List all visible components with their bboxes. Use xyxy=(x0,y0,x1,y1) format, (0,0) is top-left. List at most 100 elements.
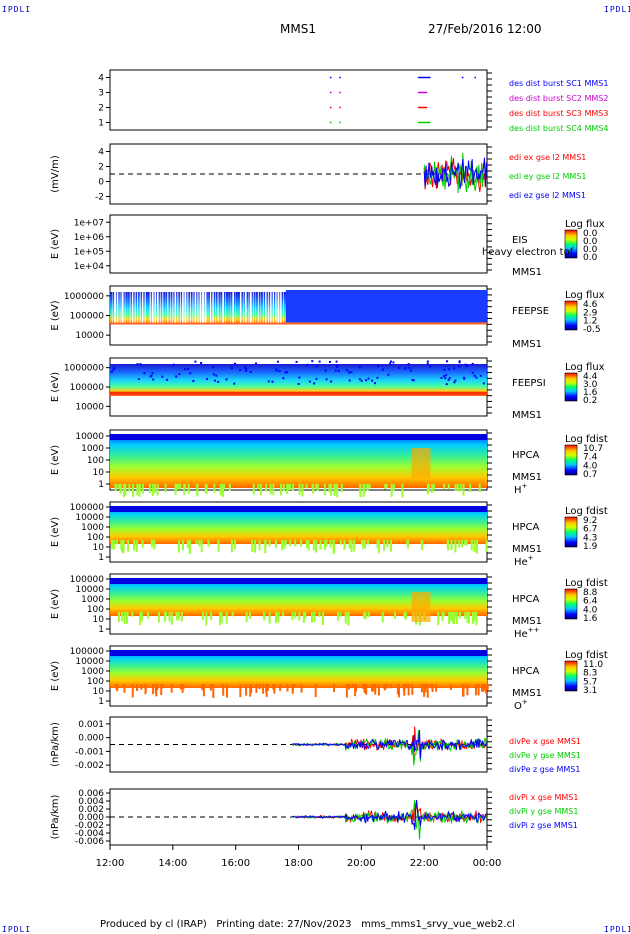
speckle xyxy=(311,360,314,363)
speckle xyxy=(458,361,461,364)
speckle xyxy=(343,540,346,549)
speckle xyxy=(315,365,318,368)
colorbar-tick-label: 4.3 xyxy=(583,533,597,543)
species-label: He++ xyxy=(514,626,540,640)
speckle xyxy=(475,376,478,379)
footer-file: mms_mms1_srvy_vue_web2.cl xyxy=(361,919,515,930)
speckle xyxy=(347,612,350,626)
speckle xyxy=(402,684,405,691)
speckle xyxy=(259,484,262,496)
speckle xyxy=(308,380,311,383)
ytick-label: 100 xyxy=(87,605,104,615)
speckle xyxy=(269,484,272,495)
speckle xyxy=(144,684,147,693)
speckle xyxy=(217,380,220,383)
legend-entry: divPe x gse MMS1 xyxy=(509,737,581,746)
colorbar xyxy=(564,229,578,259)
speckle xyxy=(464,612,467,619)
speckle xyxy=(377,684,380,696)
instrument-label: HPCA xyxy=(512,666,540,677)
speckle xyxy=(277,612,280,623)
speckle xyxy=(255,684,258,693)
speckle xyxy=(348,540,351,549)
species-charge: + xyxy=(522,698,528,706)
speckle xyxy=(177,540,180,553)
ytick-label: 100000 xyxy=(70,575,105,585)
speckle xyxy=(212,365,215,368)
colorbar-tick-label: 11.0 xyxy=(583,660,603,670)
speckle xyxy=(339,612,342,617)
corner-label-bottom-left: IPDLI xyxy=(2,925,32,934)
speckle xyxy=(288,484,291,490)
speckle xyxy=(441,612,444,622)
colorbar-title: Log fdist xyxy=(565,650,608,661)
species-charge: + xyxy=(522,482,528,490)
colorbar-tick-label: 6.4 xyxy=(583,597,598,607)
speckle xyxy=(281,540,284,551)
speckle xyxy=(468,612,471,624)
speckle xyxy=(348,379,351,382)
speckle xyxy=(362,484,365,497)
speckle xyxy=(239,684,242,698)
ytick-label: -0.002 xyxy=(75,761,104,771)
speckle xyxy=(345,684,348,698)
speckle xyxy=(151,372,154,375)
speckle xyxy=(186,540,189,548)
speckle xyxy=(163,612,166,622)
instrument-label: FEEPSI xyxy=(512,378,546,389)
speckle xyxy=(315,484,318,490)
xtick-label: 14:00 xyxy=(158,858,187,869)
speckle xyxy=(471,362,474,365)
speckle xyxy=(459,484,462,491)
species-label: O+ xyxy=(514,698,528,712)
speckle xyxy=(405,684,408,689)
speckle xyxy=(298,484,301,495)
speckle xyxy=(473,540,476,553)
speckle xyxy=(305,484,308,489)
speckle xyxy=(213,379,216,382)
colorbar-tick-label: 4.0 xyxy=(583,461,598,471)
ytick-label: 1e+04 xyxy=(74,262,105,272)
speckle xyxy=(336,612,339,621)
speckle xyxy=(175,484,178,489)
speckle xyxy=(461,540,464,548)
speckle xyxy=(350,371,353,374)
speckle xyxy=(179,684,182,690)
speckle xyxy=(196,484,199,497)
heatmap-top xyxy=(110,578,487,584)
speckle xyxy=(192,379,195,382)
ytick-label: 0.002 xyxy=(78,805,104,815)
speckle xyxy=(245,684,248,696)
colorbar-tick-label: 0.0 xyxy=(583,229,598,239)
speckle xyxy=(454,484,457,491)
y-axis-label: E (eV) xyxy=(50,445,61,475)
speckle xyxy=(120,612,123,622)
speckle xyxy=(475,612,478,626)
speckle xyxy=(161,684,164,689)
speckle xyxy=(275,369,278,372)
colorbar-tick-label: 1.6 xyxy=(583,388,598,398)
y-axis-label: (mV/m) xyxy=(50,155,61,193)
speckle xyxy=(291,484,294,491)
heatmap-body xyxy=(110,506,487,544)
speckle xyxy=(302,612,305,624)
speckle xyxy=(367,612,370,618)
speckle xyxy=(426,362,429,365)
speckle xyxy=(449,684,452,690)
speckle xyxy=(136,484,139,496)
speckle xyxy=(385,484,388,489)
speckle xyxy=(204,484,207,494)
heatmap-band xyxy=(110,391,487,395)
legend-entry: edi ez gse l2 MMS1 xyxy=(509,191,586,200)
speckle xyxy=(448,612,451,624)
speckle xyxy=(113,367,116,370)
speckle xyxy=(396,684,399,695)
colorbar-tick-label: 2.9 xyxy=(583,308,598,318)
ytick-label: 10000 xyxy=(75,513,104,523)
speckle xyxy=(168,612,171,622)
speckle xyxy=(265,684,268,697)
speckle xyxy=(479,374,482,377)
colorbar-tick-label: 0.0 xyxy=(583,245,598,255)
speckle xyxy=(165,612,168,617)
legend-entry: divPi x gse MMS1 xyxy=(509,793,578,802)
